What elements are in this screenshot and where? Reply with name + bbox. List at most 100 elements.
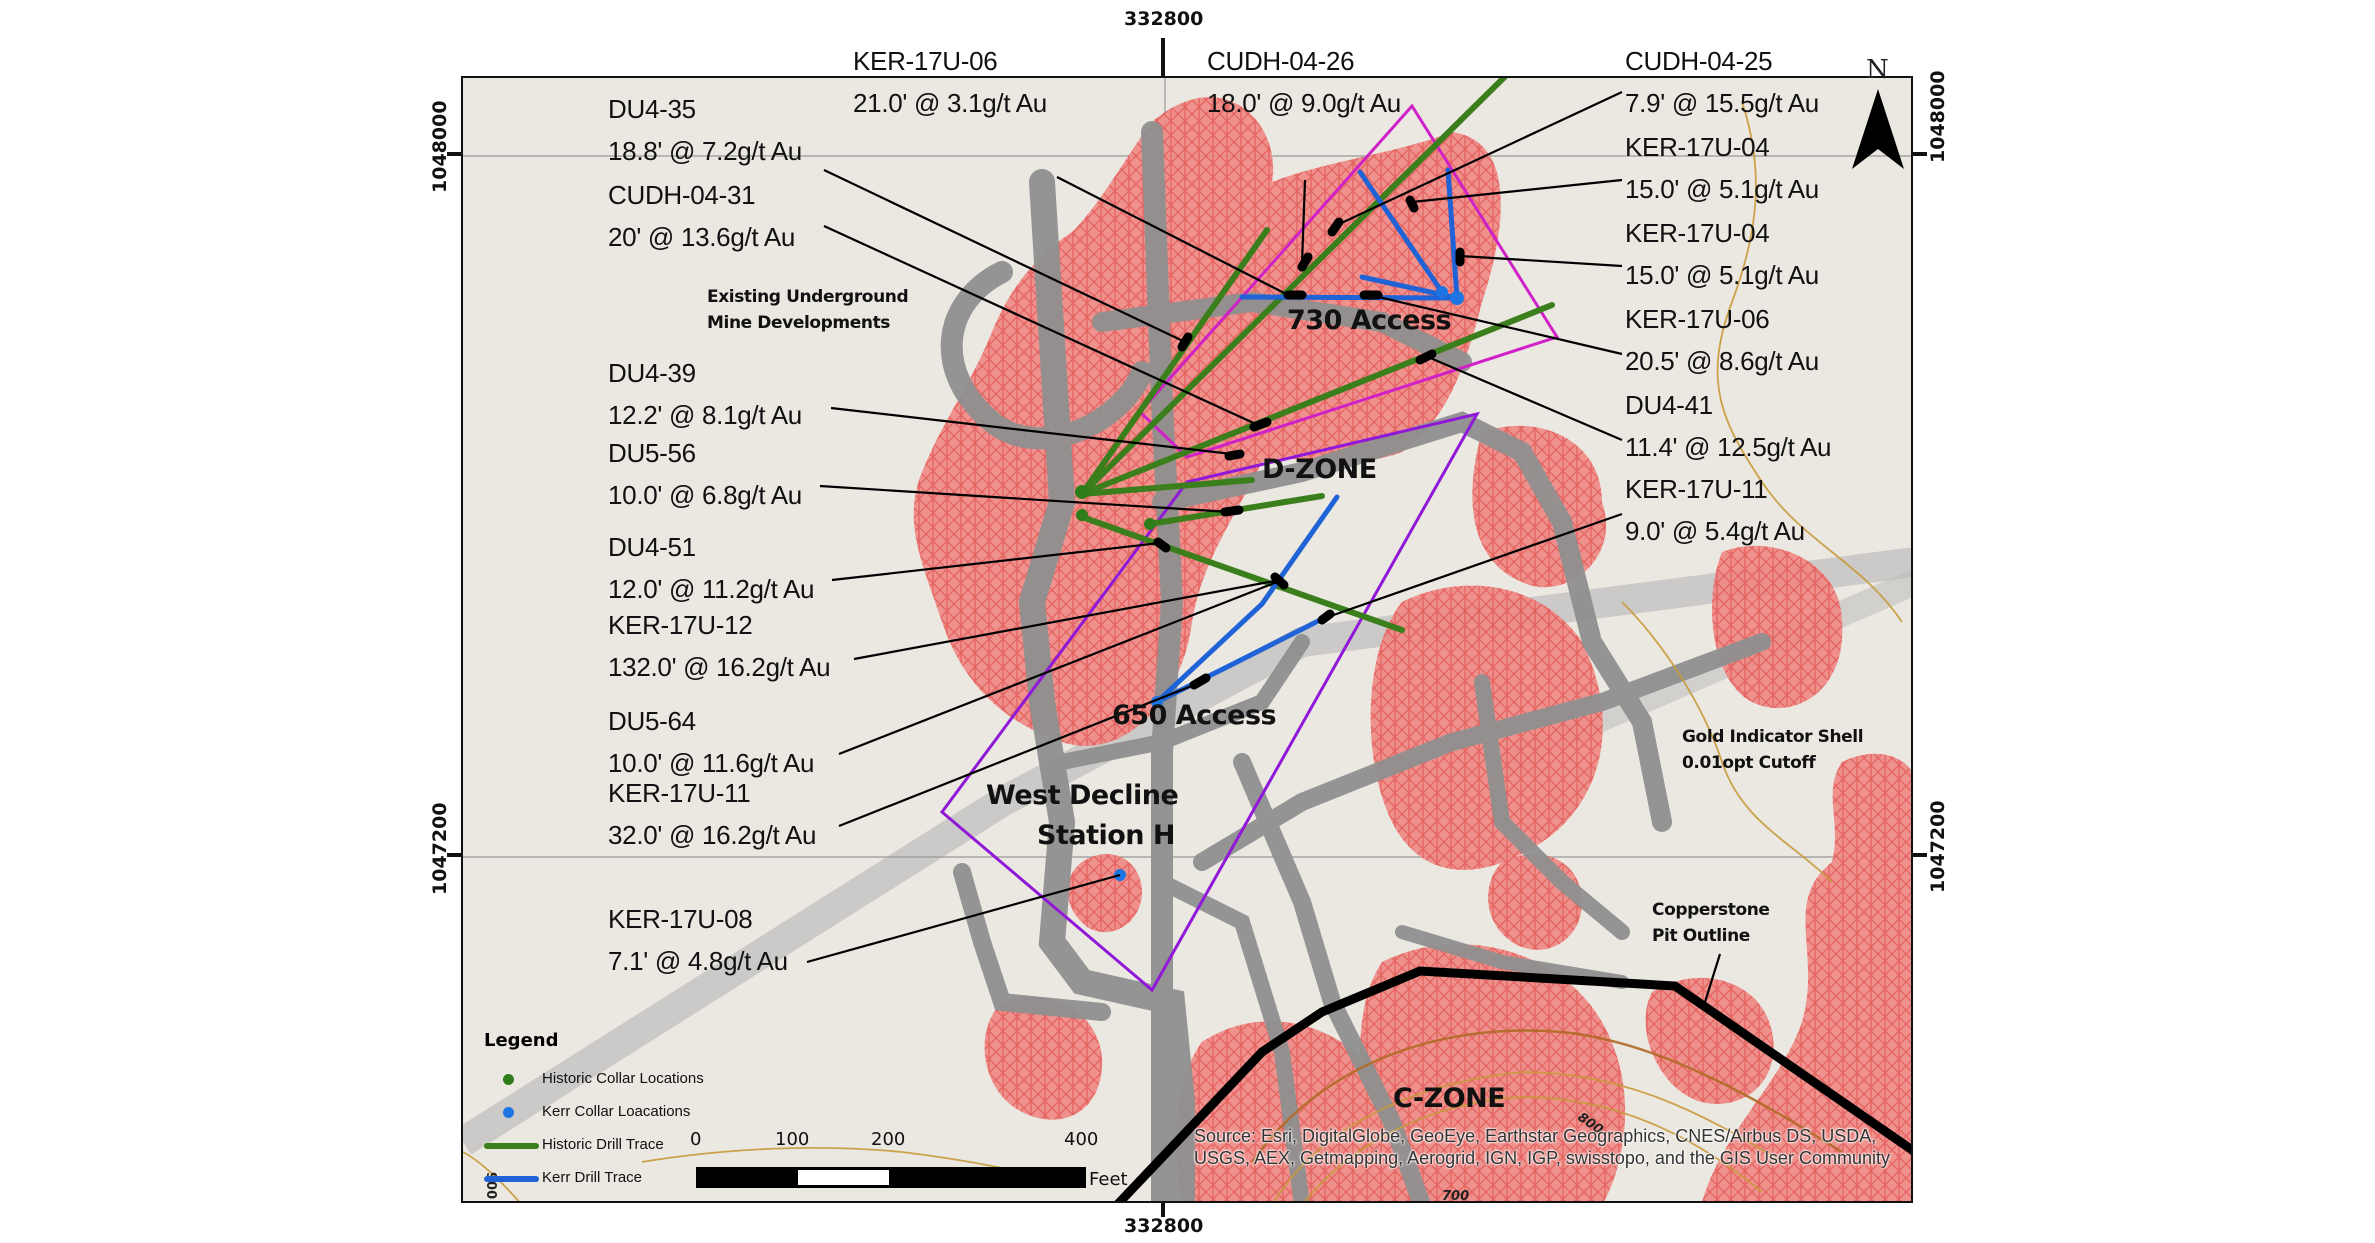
kerr-trace-icon: [484, 1176, 539, 1182]
drill-intercept: 12.2' @ 8.1g/t Au: [608, 400, 802, 430]
drill-intercept: 12.0' @ 11.2g/t Au: [608, 574, 815, 604]
y-tick-right-1047200: [1913, 853, 1927, 857]
gold-indicator-shells: [913, 97, 1911, 1201]
scale-segment-2: [795, 1167, 892, 1188]
drill-label-cudh0425: CUDH-04-25 7.9' @ 15.5g/t Au: [1625, 44, 1819, 120]
label-west-decline: West Decline: [986, 780, 1179, 811]
contour-label-700: 700: [1442, 1189, 1469, 1203]
note-mine-developments: Existing Underground Mine Developments: [707, 284, 909, 336]
leader-lines: [806, 91, 1722, 1003]
drill-intercept: 7.9' @ 15.5g/t Au: [1625, 88, 1819, 118]
drill-hole-id: KER-17U-11: [1625, 474, 1768, 504]
label-730-access: 730 Access: [1287, 305, 1452, 336]
legend-item-historic-collar: Historic Collar Locations: [484, 1068, 784, 1092]
historic-drill-traces: [1079, 78, 1555, 633]
drill-hole-id: CUDH-04-25: [1625, 46, 1773, 76]
drill-intercept: 15.0' @ 5.1g/t Au: [1625, 260, 1819, 290]
drill-intercept: 21.0' @ 3.1g/t Au: [853, 88, 1047, 118]
drill-intercept: 20.5' @ 8.6g/t Au: [1625, 346, 1819, 376]
scale-segment-3: [892, 1167, 1086, 1188]
drill-intercept: 20' @ 13.6g/t Au: [608, 222, 796, 252]
scale-tick-400: 400: [1064, 1129, 1099, 1150]
map-frame[interactable]: 800 700 900: [461, 76, 1913, 1203]
legend-item-kerr-collar: Kerr Collar Loacations: [484, 1101, 784, 1125]
drill-intercept: 11.4' @ 12.5g/t Au: [1625, 432, 1832, 462]
drill-label-du435: DU4-35 18.8' @ 7.2g/t Au: [608, 92, 802, 168]
y-tick-left-1048000: [447, 152, 461, 156]
note-line-1: Gold Indicator Shell: [1682, 727, 1864, 747]
surface-road: [463, 547, 1911, 1155]
scale-unit: Feet: [1089, 1169, 1128, 1190]
note-line-1: Existing Underground: [707, 287, 909, 307]
label-d-zone: D-ZONE: [1262, 454, 1377, 485]
y-tick-left-1047200: [447, 853, 461, 857]
drill-intercept: 9.0' @ 5.4g/t Au: [1625, 516, 1805, 546]
drill-label-ker17u04-a: KER-17U-04 15.0' @ 5.1g/t Au: [1625, 130, 1819, 206]
x-tick-bottom: [1161, 1203, 1165, 1217]
legend-label: Historic Collar Locations: [542, 1070, 704, 1087]
drill-hole-id: DU5-64: [608, 706, 696, 736]
scale-segment-1: [696, 1167, 795, 1188]
drill-label-ker17u06-top: KER-17U-06 21.0' @ 3.1g/t Au: [853, 44, 1047, 120]
drill-intercept: 15.0' @ 5.1g/t Au: [1625, 174, 1819, 204]
drill-hole-id: KER-17U-04: [1625, 218, 1770, 248]
label-station-h: Station H: [1037, 820, 1176, 851]
zone-outline-d-zone: [939, 411, 1480, 993]
legend-label: Historic Drill Trace: [542, 1136, 664, 1153]
source-attribution: Source: Esri, DigitalGlobe, GeoEye, Eart…: [1194, 1126, 1890, 1168]
legend-item-historic-trace: Historic Drill Trace: [484, 1134, 784, 1158]
drill-label-ker17u11-left: KER-17U-11 32.0' @ 16.2g/t Au: [608, 776, 816, 852]
underground-workings: [940, 121, 1771, 1201]
drill-intercept: 18.8' @ 7.2g/t Au: [608, 136, 802, 166]
north-label: N: [1866, 55, 1889, 85]
copperstone-pit-outline: [1114, 966, 1911, 1201]
drill-hole-id: KER-17U-11: [608, 778, 751, 808]
note-line-2: Mine Developments: [707, 313, 891, 333]
drill-label-du439: DU4-39 12.2' @ 8.1g/t Au: [608, 356, 802, 432]
legend-label: Kerr Collar Loacations: [542, 1103, 691, 1120]
north-arrow-icon: [1852, 89, 1904, 169]
drill-hole-id: CUDH-04-26: [1207, 46, 1355, 76]
north-arrow: N: [1850, 55, 1910, 169]
drill-hole-id: CUDH-04-31: [608, 180, 756, 210]
map-canvas[interactable]: 800 700 900: [463, 78, 1913, 1203]
y-tick-right-1048000: [1913, 152, 1927, 156]
x-axis-label-bottom: 332800: [1124, 1215, 1204, 1237]
drill-label-ker17u11-right: KER-17U-11 9.0' @ 5.4g/t Au: [1625, 472, 1805, 548]
drill-intercept: 10.0' @ 11.6g/t Au: [608, 748, 815, 778]
label-c-zone: C-ZONE: [1393, 1083, 1506, 1114]
y-axis-label-right-1047200: 1047200: [1927, 800, 1949, 893]
drill-label-du564: DU5-64 10.0' @ 11.6g/t Au: [608, 704, 814, 780]
historic-trace-icon: [484, 1143, 539, 1149]
label-650-access: 650 Access: [1112, 700, 1277, 731]
drill-label-du441: DU4-41 11.4' @ 12.5g/t Au: [1625, 388, 1831, 464]
drill-label-ker17u04-b: KER-17U-04 15.0' @ 5.1g/t Au: [1625, 216, 1819, 292]
drill-hole-id: KER-17U-12: [608, 610, 753, 640]
scale-tick-200: 200: [871, 1129, 906, 1150]
note-gold-shell: Gold Indicator Shell 0.01opt Cutoff: [1682, 724, 1864, 776]
drill-intercept: 10.0' @ 6.8g/t Au: [608, 480, 802, 510]
legend-label: Kerr Drill Trace: [542, 1169, 643, 1186]
legend-title: Legend: [484, 1030, 559, 1051]
drill-hole-id: DU4-35: [608, 94, 696, 124]
drill-hole-id: KER-17U-08: [608, 904, 753, 934]
drill-label-ker17u06-right: KER-17U-06 20.5' @ 8.6g/t Au: [1625, 302, 1819, 378]
drill-hole-id: DU5-56: [608, 438, 696, 468]
drill-label-ker17u12: KER-17U-12 132.0' @ 16.2g/t Au: [608, 608, 831, 684]
x-tick-top: [1161, 38, 1165, 76]
legend-item-kerr-trace: Kerr Drill Trace: [484, 1167, 784, 1191]
drill-label-cudh0426: CUDH-04-26 18.0' @ 9.0g/t Au: [1207, 44, 1401, 120]
drill-hole-id: DU4-39: [608, 358, 696, 388]
drill-intercept: 32.0' @ 16.2g/t Au: [608, 820, 817, 850]
drill-hole-id: DU4-41: [1625, 390, 1713, 420]
drill-hole-id: KER-17U-06: [1625, 304, 1770, 334]
drill-hole-id: DU4-51: [608, 532, 696, 562]
note-line-2: Pit Outline: [1652, 926, 1750, 946]
drill-label-cudh0431: CUDH-04-31 20' @ 13.6g/t Au: [608, 178, 795, 254]
y-axis-label-right-1048000: 1048000: [1927, 70, 1949, 163]
drill-intercept: 132.0' @ 16.2g/t Au: [608, 652, 831, 682]
x-axis-label-top: 332800: [1124, 8, 1204, 30]
drill-label-du451: DU4-51 12.0' @ 11.2g/t Au: [608, 530, 814, 606]
note-line-2: 0.01opt Cutoff: [1682, 753, 1816, 773]
drill-label-ker17u08: KER-17U-08 7.1' @ 4.8g/t Au: [608, 902, 788, 978]
